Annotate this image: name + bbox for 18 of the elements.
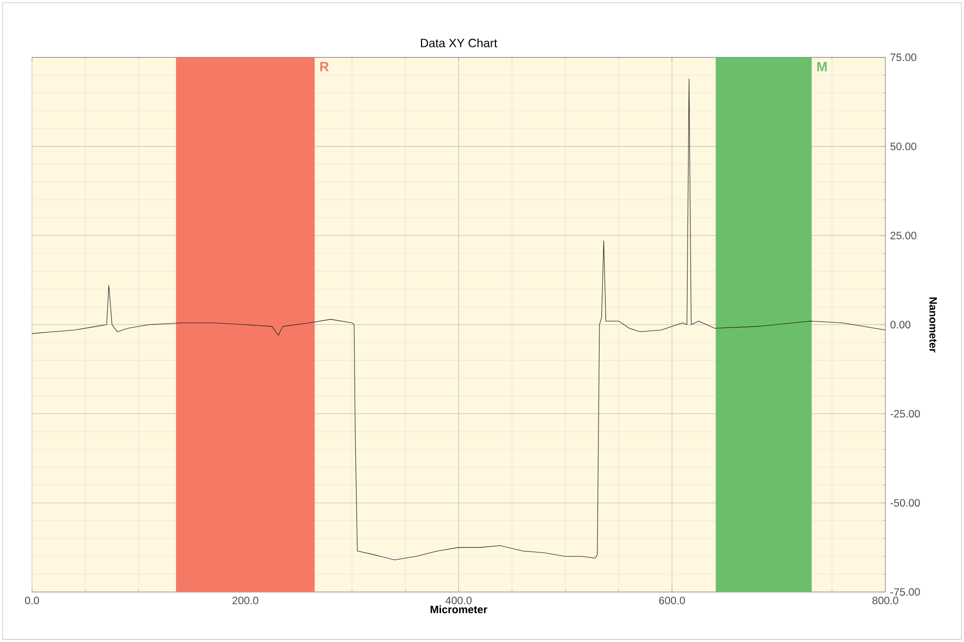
band-label: R [320,62,329,72]
x-tick-label: 200.0 [232,596,258,604]
y-tick-label: 0.00 [890,320,910,328]
y-axis-title: Nanometer [929,298,937,352]
y-tick-label: -50.00 [890,499,920,507]
y-tick-label: -75.00 [890,588,920,596]
y-tick-label: 75.00 [890,54,916,62]
x-tick-label: 0.0 [25,596,40,604]
x-tick-label: 800.0 [872,596,898,604]
chart-title: Data XY Chart [420,38,498,48]
band-label: M [817,62,827,72]
y-tick-label: 25.00 [890,232,916,240]
line-series [32,78,886,560]
x-tick-label: 600.0 [659,596,685,604]
x-tick-label: 400.0 [446,596,472,604]
y-tick-label: 50.00 [890,142,916,150]
y-tick-label: -25.00 [890,410,920,418]
x-axis-title: Micrometer [430,605,488,614]
